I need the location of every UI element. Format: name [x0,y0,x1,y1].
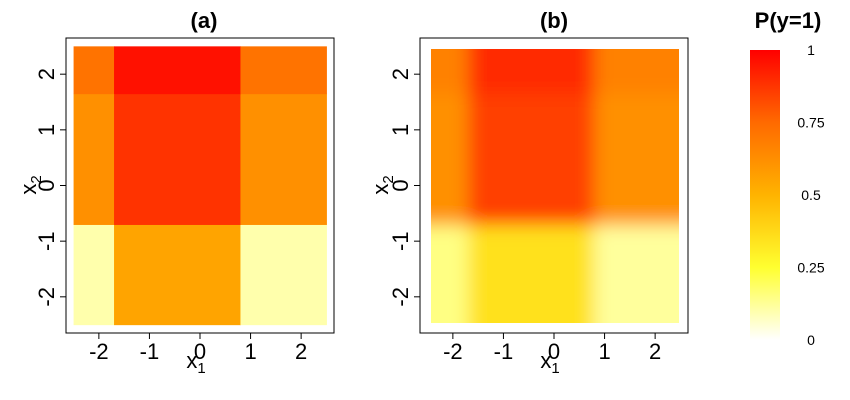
colorbar: P(y=1) 0 0.25 0.5 0.75 1 [750,8,825,348]
panel-a-y-tick-label: -2 [34,287,59,307]
colorbar-tick-label: 0.25 [797,260,824,276]
panel-b-x-tick-label: -2 [443,339,463,364]
colorbar-ticks: 0 0.25 0.5 0.75 1 [797,42,824,348]
panel-a-cell-r2-c0 [73,46,115,95]
panel-b-cell-r0-c1 [468,224,595,323]
panel-b-cell-r2-c0 [431,49,469,95]
panel-a-cell-r1-c2 [240,93,327,225]
panel-a-cell-r2-c2 [240,46,327,95]
panel-a-y-tick-label: 0 [34,179,59,191]
panel-b-x-tick-label: 0 [548,339,560,364]
panel-a-cell-r0-c2 [240,224,327,326]
colorbar-tick-label: 0.75 [797,115,824,131]
panel-b-x-ticks: -2 -1 0 1 2 [443,333,661,364]
panel-b-x-tick-label: 1 [598,339,610,364]
panel-a-title: (a) [191,8,218,33]
panel-b-cell-r1-c1 [468,93,595,225]
panel-a-cells [73,46,327,326]
colorbar-tick-label: 1 [807,42,815,58]
panel-a: (a) -2 -1 0 1 2 -2 -1 0 1 2 x1 x2 [16,8,335,377]
panel-a-y-tick-label: 1 [34,124,59,136]
panel-a-cell-r0-c0 [73,224,115,326]
colorbar-tick-label: 0 [807,332,815,348]
panel-a-x-tick-label: 1 [244,339,256,364]
panel-a-y-tick-label: 2 [34,68,59,80]
svg-text:x2: x2 [368,175,397,194]
panel-b-title: (b) [540,8,568,33]
panel-b-cell-r1-c2 [594,93,679,225]
panel-b-cell-r0-c0 [431,224,469,323]
panel-a-x-ticks: -2 -1 0 1 2 [89,333,307,364]
panel-b-y-label: x2 [368,175,397,194]
panel-a-cell-r0-c1 [114,224,241,326]
panel-a-x-tick-label: 2 [295,339,307,364]
panel-a-y-label: x2 [16,175,45,194]
panel-b-cell-r2-c1 [468,49,595,95]
panel-a-x-tick-label: -1 [140,339,160,364]
panel-a-cell-r1-c1 [114,93,241,225]
panel-b-y-tick-label: 0 [388,179,413,191]
panel-a-y-ticks: -2 -1 0 1 2 [34,68,66,307]
svg-text:x2: x2 [16,175,45,194]
panel-b-x-tick-label: 2 [649,339,661,364]
panel-b-x-tick-label: -1 [494,339,514,364]
panel-b-y-ticks: -2 -1 0 1 2 [388,68,420,307]
panel-a-x-tick-label: -2 [89,339,109,364]
panel-b-y-tick-label: -2 [388,287,413,307]
panel-b-cell-r1-c0 [431,93,469,225]
panel-b-x-label: x1 [540,348,559,377]
panel-b-y-tick-label: 2 [388,68,413,80]
panel-b-y-tick-label: 1 [388,124,413,136]
panel-b-cell-r0-c2 [594,224,679,323]
panel-b-cell-r2-c2 [594,49,679,95]
colorbar-tick-label: 0.5 [801,187,821,203]
colorbar-gradient [750,50,780,340]
panel-a-y-tick-label: -1 [34,231,59,251]
panel-b-cells [431,49,679,323]
panel-a-x-label: x1 [186,348,205,377]
panel-b: (b) -2 -1 0 1 2 -2 -1 0 1 2 x1 x2 [368,8,689,377]
panel-b-clip [431,49,679,323]
panel-a-cell-r2-c1 [114,46,241,95]
panel-a-x-tick-label: 0 [194,339,206,364]
panel-b-y-tick-label: -1 [388,231,413,251]
panel-a-cell-r1-c0 [73,93,115,225]
colorbar-title: P(y=1) [755,8,822,33]
